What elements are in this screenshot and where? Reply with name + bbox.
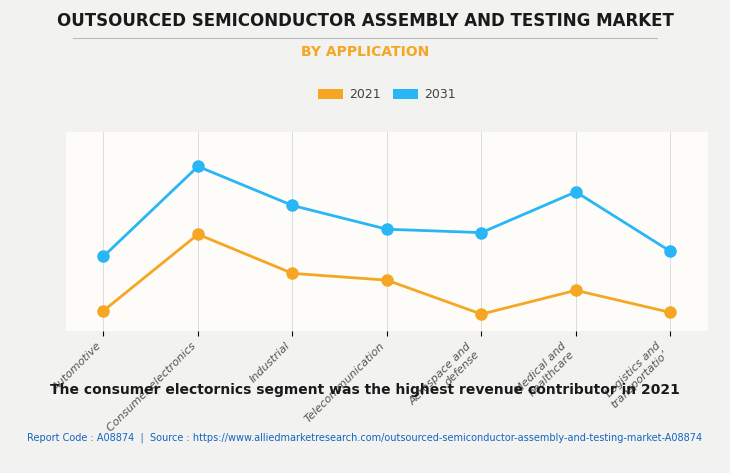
Text: Report Code : A08874  |  Source : https://www.alliedmarketresearch.com/outsource: Report Code : A08874 | Source : https://… — [28, 432, 702, 443]
Text: The consumer electornics segment was the highest revenue contributor in 2021: The consumer electornics segment was the… — [50, 383, 680, 397]
Legend: 2021, 2031: 2021, 2031 — [312, 83, 461, 106]
Text: BY APPLICATION: BY APPLICATION — [301, 45, 429, 59]
Text: OUTSOURCED SEMICONDUCTOR ASSEMBLY AND TESTING MARKET: OUTSOURCED SEMICONDUCTOR ASSEMBLY AND TE… — [56, 12, 674, 30]
